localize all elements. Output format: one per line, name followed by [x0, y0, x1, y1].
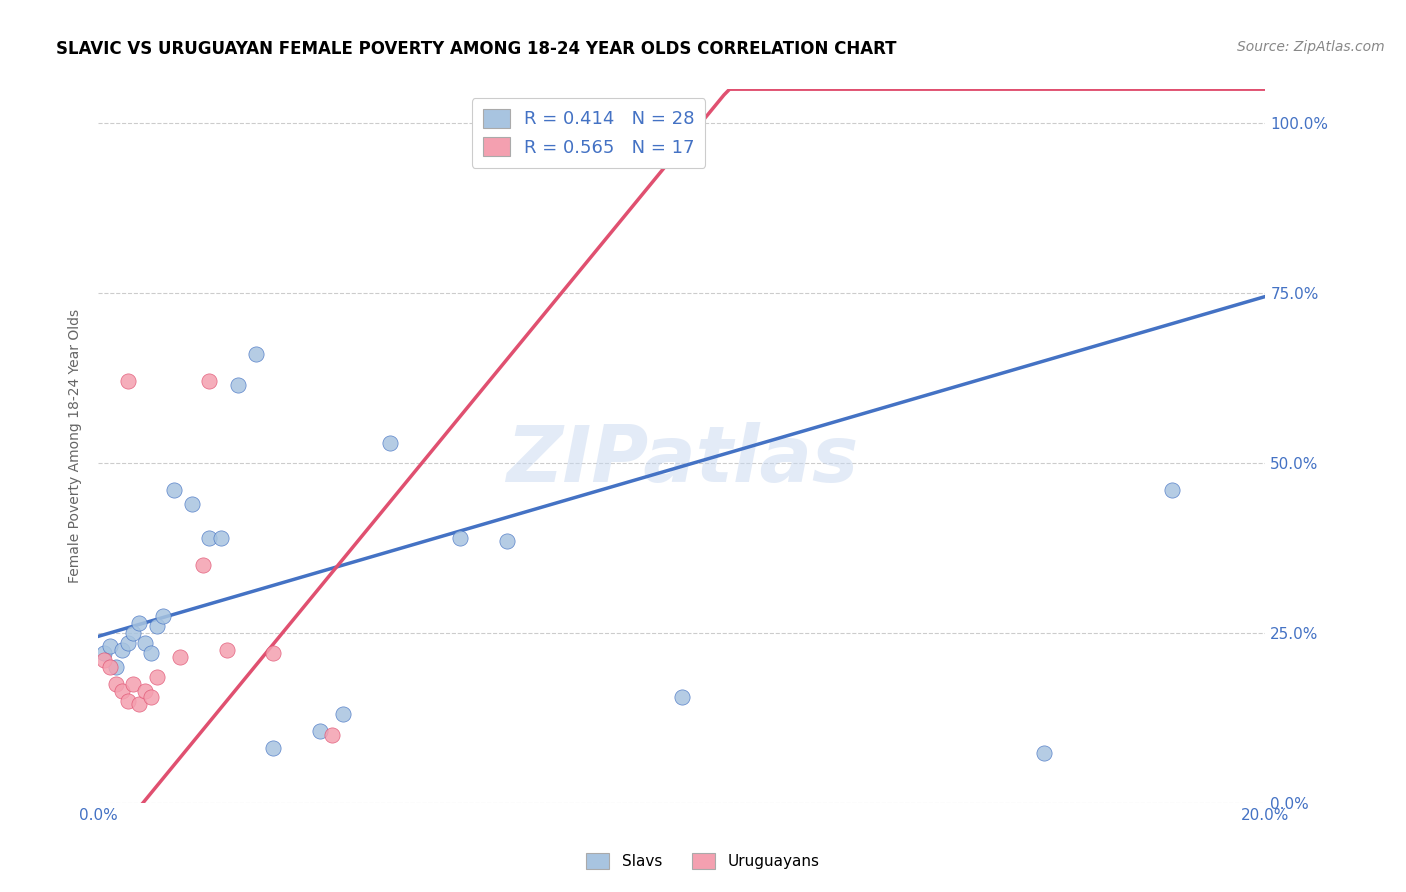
Text: ZIPatlas: ZIPatlas [506, 422, 858, 499]
Point [104, 660, 127, 674]
Point [169, 649, 191, 664]
Point [449, 531, 471, 545]
Point [262, 741, 284, 756]
Point [139, 690, 162, 705]
Point [228, 377, 250, 392]
Point [198, 531, 221, 545]
Point [180, 497, 202, 511]
Point [117, 694, 139, 708]
Point [122, 677, 145, 691]
Point [1032, 746, 1054, 760]
Point [128, 698, 150, 712]
Point [117, 375, 139, 389]
Point [111, 683, 134, 698]
Point [134, 636, 156, 650]
Point [163, 483, 186, 498]
Point [245, 347, 267, 361]
Y-axis label: Female Poverty Among 18-24 Year Olds: Female Poverty Among 18-24 Year Olds [69, 309, 83, 583]
Point [93, 646, 115, 660]
Point [332, 707, 354, 722]
Point [321, 728, 343, 742]
Point [111, 643, 134, 657]
Point [122, 626, 145, 640]
Point [117, 636, 139, 650]
Point [139, 646, 162, 660]
Point [378, 435, 402, 450]
Point [495, 534, 517, 549]
Point [98, 660, 121, 674]
Point [98, 640, 121, 654]
Point [209, 531, 232, 545]
Point [309, 724, 332, 739]
Point [193, 558, 215, 572]
Point [215, 643, 238, 657]
Point [152, 608, 174, 623]
Point [146, 670, 169, 684]
Point [104, 677, 127, 691]
Text: SLAVIC VS URUGUAYAN FEMALE POVERTY AMONG 18-24 YEAR OLDS CORRELATION CHART: SLAVIC VS URUGUAYAN FEMALE POVERTY AMONG… [56, 40, 897, 58]
Point [671, 690, 693, 705]
Point [262, 646, 284, 660]
Legend: Slavs, Uruguayans: Slavs, Uruguayans [581, 847, 825, 875]
Legend: R = 0.414   N = 28, R = 0.565   N = 17: R = 0.414 N = 28, R = 0.565 N = 17 [471, 98, 706, 168]
Point [146, 619, 169, 633]
Point [1161, 483, 1184, 498]
Point [198, 375, 221, 389]
Text: Source: ZipAtlas.com: Source: ZipAtlas.com [1237, 40, 1385, 54]
Point [134, 683, 156, 698]
Point [128, 615, 150, 630]
Point [93, 653, 115, 667]
